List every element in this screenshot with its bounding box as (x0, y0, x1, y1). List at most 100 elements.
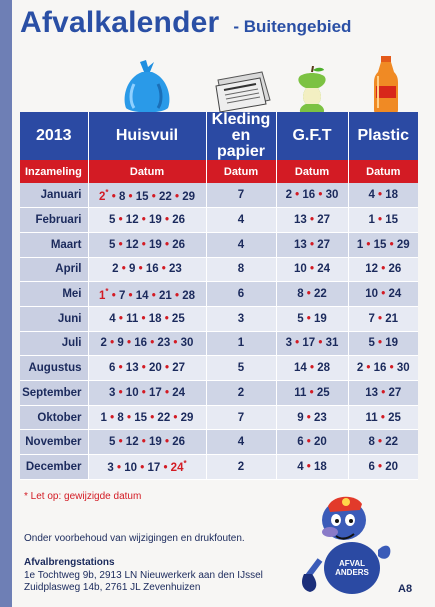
table-row: Maart 5 • 12 • 19 • 26 4 13 • 27 1 • 15 • 29 (20, 232, 418, 258)
collection-date: 1 (368, 214, 375, 227)
station-address: 1e Tochtweg 9b, 2913 LN Nieuwerkerk aan … (24, 570, 263, 581)
collection-date: 5 (368, 337, 375, 350)
collection-date: 30 (325, 189, 339, 202)
collection-date: 19 (149, 214, 162, 227)
collection-date: 11 (126, 312, 139, 325)
collection-date: 5 (108, 436, 116, 449)
date-separator: • (303, 288, 315, 301)
collection-date: 6 (108, 362, 116, 375)
collection-date: 8 (237, 263, 245, 276)
changed-date-marker: * (105, 187, 109, 197)
mascot-text: ANDERS (335, 568, 369, 577)
date-cell-gft: 8 • 22 (276, 281, 349, 307)
mole-mascot-icon: AFVAL ANDERS (302, 496, 391, 594)
date-separator: • (135, 263, 146, 276)
collection-date: 22 (158, 190, 172, 203)
collection-date: 25 (388, 411, 401, 424)
date-separator: • (148, 289, 159, 302)
collection-date: 19 (314, 312, 327, 325)
mascot-text: AFVAL (339, 559, 365, 568)
table-row: September 3 • 10 • 17 • 24 2 11 • 25 13 • 27 (20, 380, 418, 406)
collection-date: 25 (316, 386, 330, 399)
page-subtitle: - Buitengebied (233, 17, 352, 36)
collection-date: 17 (149, 386, 162, 399)
collection-date: 8 (118, 190, 126, 203)
collection-date: 27 (317, 238, 330, 251)
collection-date: 2 (356, 362, 364, 375)
collection-date: 23 (314, 411, 327, 424)
table-row: Oktober 1 • 8 • 15 • 22 • 29 7 9 • 23 11 • 2… (20, 405, 418, 431)
collection-date: 18 (314, 460, 327, 473)
collection-date: 6 (237, 288, 245, 301)
date-separator: • (306, 386, 317, 399)
date-cell-gft: 10 • 24 (276, 257, 349, 283)
collection-date: 3 (107, 462, 114, 475)
collection-date: 12 (365, 263, 379, 276)
collection-date: 6 (297, 436, 304, 449)
date-cell-gft: 9 • 23 (276, 405, 349, 431)
date-separator: • (171, 190, 183, 203)
collection-date: 2 (112, 263, 119, 276)
table-row: Januari 2* • 8 • 15 • 22 • 29 7 2 • 16 • 30… (20, 183, 418, 209)
month-label: Maart (20, 232, 89, 258)
collection-date: 6 (368, 460, 375, 473)
collection-date: 10 (365, 288, 379, 301)
date-cell-plastic: 12 • 26 (348, 257, 418, 283)
date-separator: • (363, 362, 374, 375)
date-separator: • (115, 312, 127, 325)
collection-date: 7 (237, 189, 245, 202)
calendar-body: Januari 2* • 8 • 15 • 22 • 29 7 2 • 16 • 30… (20, 183, 418, 480)
date-separator: • (138, 386, 150, 399)
column-icons (0, 52, 435, 114)
date-cell-gft: 3 • 17 • 31 (276, 331, 349, 357)
stations-title: Afvalbrengstations (24, 557, 115, 568)
datum-label: Datum (348, 160, 418, 183)
date-separator: • (148, 190, 159, 203)
month-label: Juni (20, 306, 89, 332)
col-header-kleding-papier: Kleding en papier (206, 112, 277, 160)
date-cell-huisvuil: 5 • 12 • 19 • 26 (88, 429, 207, 456)
collection-date: 3 (237, 312, 245, 325)
collection-date: 9 (297, 411, 304, 424)
collection-date: 18 (385, 189, 399, 202)
collection-date: 31 (325, 337, 339, 350)
date-separator: • (171, 289, 183, 302)
collection-date: 11 (294, 386, 307, 399)
collection-date: 3 (285, 337, 292, 350)
date-cell-kleding: 4 (206, 429, 277, 456)
month-label: Februari (20, 207, 89, 233)
date-separator: • (138, 238, 150, 251)
table-row: November 5 • 12 • 19 • 26 4 6 • 20 8 • 22 (20, 429, 418, 456)
datum-label: Datum (276, 160, 349, 183)
date-separator: • (363, 238, 374, 251)
collection-date: 2 (285, 189, 292, 202)
collection-date: 26 (172, 436, 186, 449)
collection-date: 2 (98, 190, 106, 203)
collection-date: 13 (125, 362, 139, 375)
disclaimer-text: Onder voorbehoud van wijzigingen en druk… (24, 533, 245, 544)
date-cell-huisvuil: 2 • 9 • 16 • 23 (88, 257, 207, 283)
collection-date: 29 (182, 190, 195, 203)
date-separator: • (115, 362, 126, 375)
date-separator: • (377, 411, 389, 424)
collection-date: 5 (108, 214, 116, 227)
date-separator: • (374, 189, 386, 202)
collection-date: 10 (125, 386, 139, 399)
date-separator: • (374, 337, 386, 350)
collection-date: 27 (317, 214, 330, 227)
date-cell-gft: 13 • 27 (276, 207, 349, 233)
month-label: November (20, 429, 89, 456)
column-header-row: 2013 Huisvuil Kleding en papier G.F.T Pl… (20, 112, 418, 160)
date-separator: • (378, 263, 389, 276)
date-cell-kleding: 6 (206, 281, 277, 307)
date-separator: • (108, 190, 119, 203)
date-separator: • (306, 362, 318, 375)
date-separator: • (125, 289, 136, 302)
collection-date: 16 (134, 337, 147, 350)
collection-date: 20 (385, 460, 399, 473)
collection-date: 3 (108, 386, 116, 399)
date-cell-plastic: 7 • 21 (348, 306, 418, 332)
collection-date: 24 (317, 263, 330, 276)
date-cell-plastic: 1 • 15 • 29 (348, 232, 418, 258)
